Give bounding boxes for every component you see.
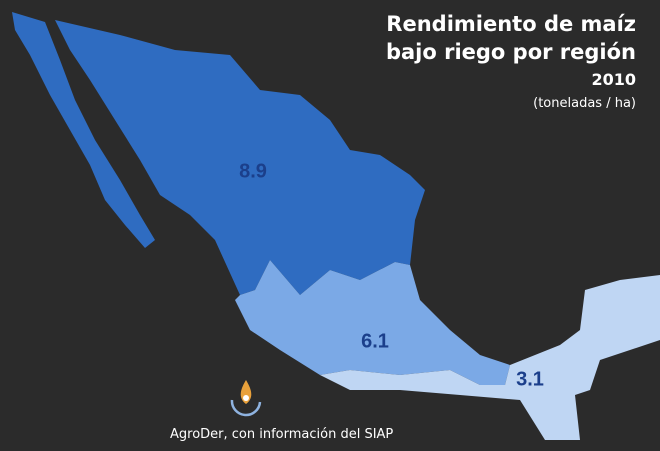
map-title: Rendimiento de maíz bajo riego por regió…: [385, 12, 636, 64]
region: [235, 260, 510, 385]
region-value: 6.1: [361, 330, 389, 352]
year: 2010: [591, 70, 636, 89]
units: (toneladas / ha): [533, 96, 636, 111]
source: AgroDer, con información del SIAP: [170, 427, 394, 442]
region: [12, 12, 425, 295]
region-value: 8.9: [239, 160, 267, 182]
region: [320, 275, 660, 440]
logo: [230, 380, 262, 417]
region-value: 3.1: [516, 368, 544, 390]
